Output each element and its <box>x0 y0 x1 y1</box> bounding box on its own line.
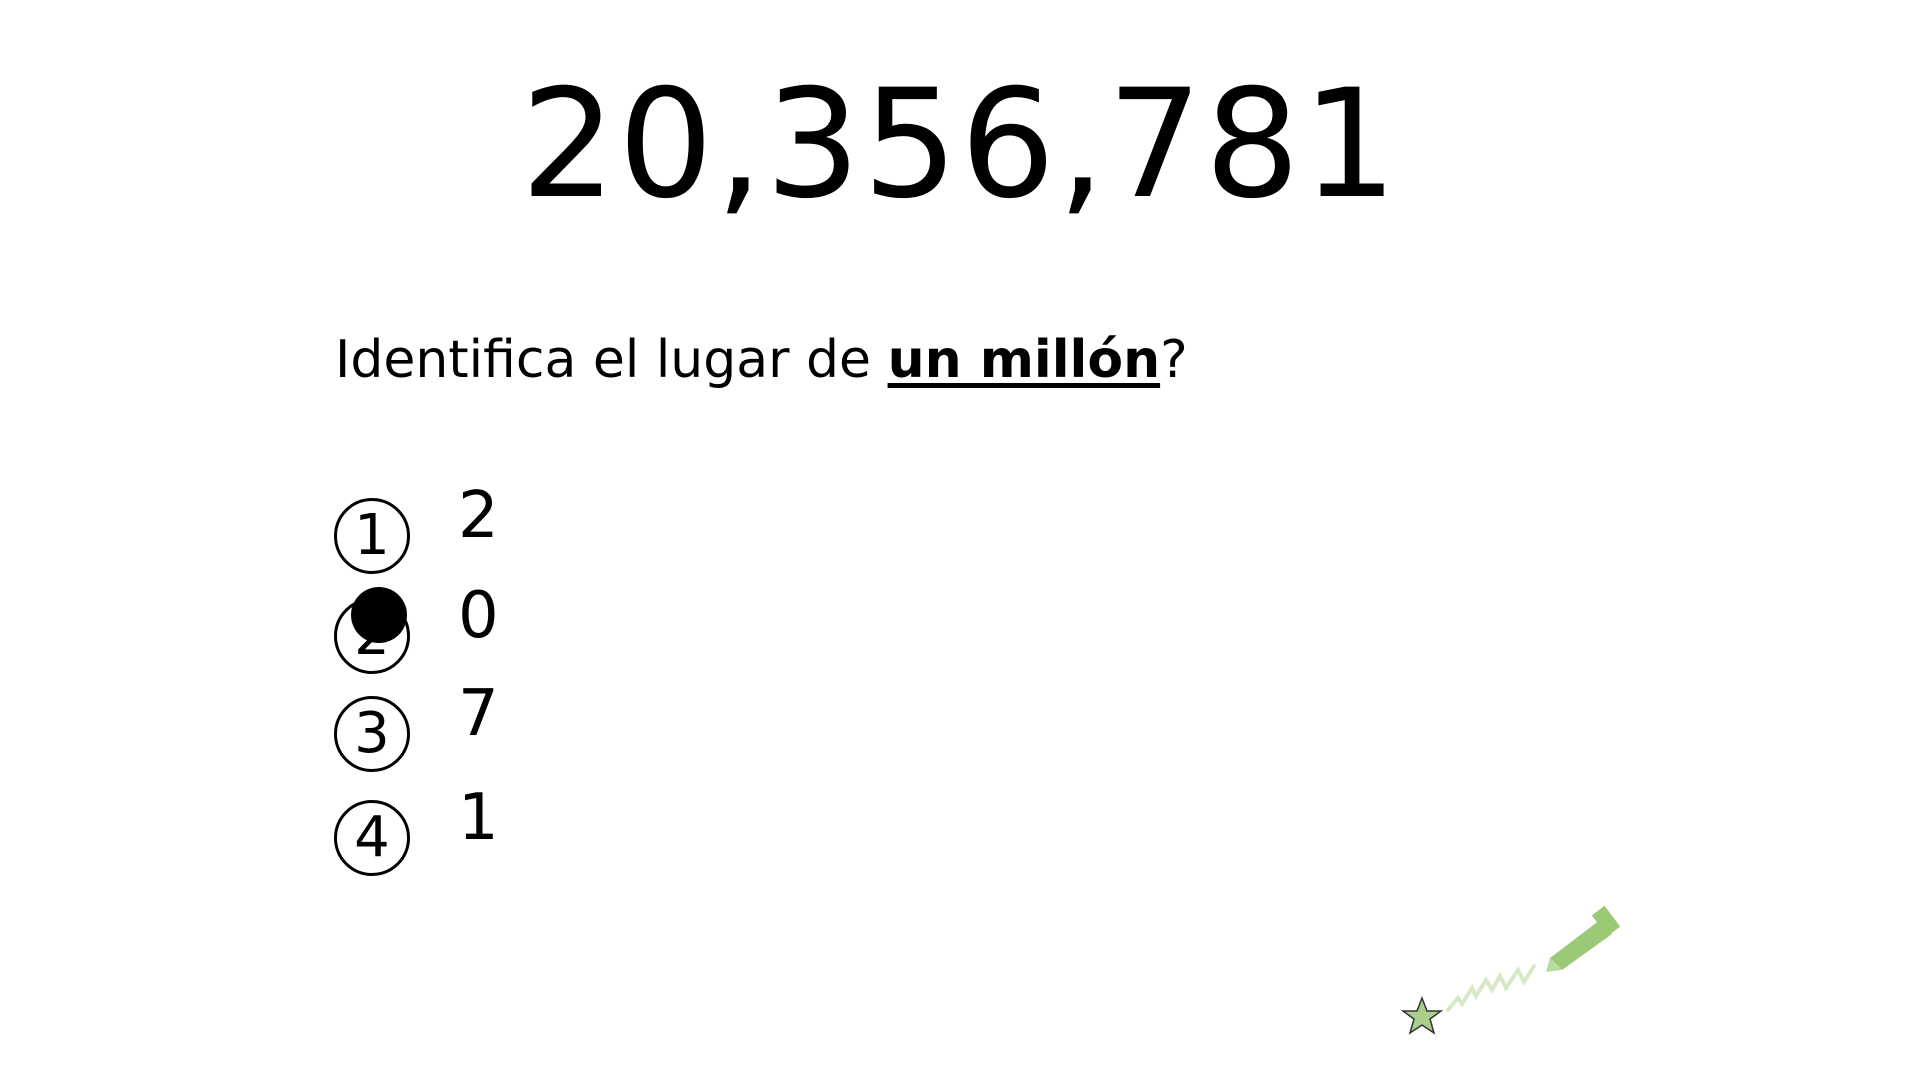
question-prefix: Identifica el lugar de <box>335 330 888 390</box>
number-display: 20,356,781 <box>0 70 1920 220</box>
answer-option-1[interactable]: 1 2 <box>334 496 410 576</box>
answer-option-4[interactable]: 4 1 <box>334 798 410 878</box>
star-icon <box>1403 998 1441 1033</box>
pen-icon <box>1546 906 1620 972</box>
option-marker-label: 3 <box>354 706 390 762</box>
answer-option-3[interactable]: 3 7 <box>334 694 410 774</box>
option-value-2: 0 <box>458 584 499 648</box>
question-emphasis: un millón <box>888 330 1161 390</box>
question-text: Identifica el lugar de un millón? <box>335 330 1188 390</box>
question-suffix: ? <box>1160 330 1188 390</box>
option-value-4: 1 <box>458 786 499 850</box>
answer-option-2[interactable]: 2 0 <box>334 596 410 676</box>
option-value-1: 2 <box>458 484 499 548</box>
option-marker-4[interactable]: 4 <box>334 800 410 876</box>
option-marker-2[interactable]: 2 <box>334 598 410 674</box>
option-marker-3[interactable]: 3 <box>334 696 410 772</box>
option-marker-label: 4 <box>354 810 390 866</box>
option-value-3: 7 <box>458 682 499 746</box>
selected-dot-icon <box>351 587 407 643</box>
decoration <box>1400 900 1630 1040</box>
scribble-icon <box>1448 966 1534 1010</box>
option-marker-label: 1 <box>354 508 390 564</box>
option-marker-1[interactable]: 1 <box>334 498 410 574</box>
